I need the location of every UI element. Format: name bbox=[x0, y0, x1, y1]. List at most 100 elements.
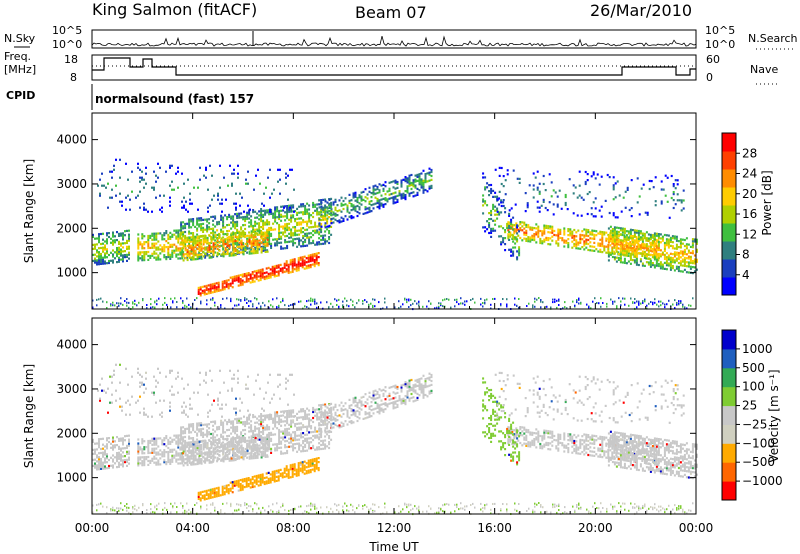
velocity-cell bbox=[137, 438, 140, 441]
power-cell bbox=[163, 244, 166, 247]
power-cell bbox=[492, 227, 495, 230]
power-cell bbox=[358, 208, 361, 211]
power-cell bbox=[108, 235, 110, 239]
power-cell bbox=[211, 285, 214, 288]
power-cell bbox=[304, 240, 307, 243]
power-cell bbox=[512, 228, 515, 231]
power-cell bbox=[252, 238, 255, 241]
power-cell bbox=[506, 222, 509, 226]
power-cell bbox=[695, 242, 698, 245]
power-cell bbox=[298, 233, 301, 236]
power-cell bbox=[523, 223, 526, 226]
power-cell bbox=[670, 174, 673, 178]
power-cell bbox=[278, 223, 281, 227]
power-cell bbox=[569, 228, 572, 231]
power-cell bbox=[316, 306, 318, 309]
velocity-cell bbox=[151, 451, 154, 454]
velocity-cell bbox=[276, 427, 279, 430]
power-cell bbox=[498, 213, 501, 216]
power-cell bbox=[182, 233, 185, 236]
power-cell bbox=[184, 222, 187, 226]
power-cell bbox=[143, 255, 146, 258]
velocity-cell bbox=[200, 460, 203, 463]
power-cell bbox=[642, 300, 644, 303]
power-cell bbox=[248, 217, 251, 220]
power-cell bbox=[324, 234, 327, 237]
power-cell bbox=[270, 210, 273, 213]
power-cell bbox=[336, 204, 339, 207]
power-cell bbox=[292, 206, 295, 209]
power-cell bbox=[92, 259, 94, 262]
velocity-cell bbox=[216, 446, 219, 449]
power-cell bbox=[317, 264, 320, 267]
power-cell bbox=[525, 231, 528, 234]
power-cell bbox=[681, 270, 684, 273]
power-cell bbox=[494, 213, 497, 216]
power-cell bbox=[627, 246, 630, 249]
power-cell bbox=[613, 250, 616, 253]
power-cell bbox=[613, 256, 616, 259]
power-cell bbox=[392, 202, 395, 205]
power-cell bbox=[209, 291, 212, 294]
power-cell bbox=[440, 303, 442, 306]
power-cell bbox=[307, 266, 310, 269]
power-cell bbox=[637, 239, 640, 243]
power-cell bbox=[576, 300, 578, 303]
power-cell bbox=[492, 219, 495, 222]
velocity-cell bbox=[196, 428, 199, 431]
power-cell bbox=[370, 302, 372, 305]
power-cell bbox=[649, 259, 652, 262]
power-cell bbox=[679, 240, 682, 243]
power-cell bbox=[614, 182, 617, 185]
power-cell bbox=[128, 253, 130, 256]
power-cell bbox=[207, 206, 209, 209]
velocity-cell bbox=[163, 449, 166, 452]
power-cell bbox=[500, 182, 503, 186]
power-cell bbox=[264, 211, 267, 214]
power-cell bbox=[238, 238, 241, 241]
velocity-cell bbox=[122, 463, 124, 466]
power-cell bbox=[137, 166, 139, 169]
power-cell bbox=[346, 206, 349, 209]
power-cell bbox=[518, 254, 521, 257]
power-cell bbox=[635, 241, 638, 244]
power-cell bbox=[591, 249, 594, 252]
power-cell bbox=[521, 225, 524, 228]
power-cell bbox=[197, 288, 200, 291]
power-cell bbox=[210, 238, 213, 241]
power-cell bbox=[137, 245, 140, 248]
power-cell bbox=[330, 201, 333, 204]
power-cell bbox=[112, 241, 114, 244]
power-cell bbox=[218, 233, 221, 236]
power-cell bbox=[157, 176, 159, 179]
power-cell bbox=[554, 300, 556, 303]
power-cell bbox=[242, 216, 245, 219]
power-cell bbox=[222, 297, 224, 300]
power-cell bbox=[601, 239, 604, 242]
velocity-cell bbox=[122, 437, 124, 440]
power-cell bbox=[617, 243, 620, 246]
velocity-cell bbox=[198, 456, 201, 459]
power-cell bbox=[392, 200, 395, 203]
power-cell bbox=[644, 211, 647, 214]
power-cell bbox=[194, 252, 197, 255]
velocity-cell bbox=[284, 444, 287, 447]
power-cell bbox=[414, 174, 417, 177]
power-cell bbox=[654, 200, 657, 203]
power-cell bbox=[422, 305, 424, 308]
power-cell bbox=[532, 184, 535, 187]
power-cell bbox=[233, 172, 235, 175]
power-cell bbox=[482, 226, 485, 229]
velocity-cell bbox=[292, 447, 295, 450]
velocity-cell bbox=[258, 415, 261, 418]
power-cell bbox=[249, 275, 252, 278]
velocity-cell bbox=[200, 444, 203, 447]
power-cell bbox=[309, 254, 312, 257]
power-cell bbox=[224, 253, 227, 256]
power-cell bbox=[619, 249, 622, 252]
power-cell bbox=[635, 239, 638, 242]
power-cell bbox=[290, 230, 293, 233]
velocity-cell bbox=[128, 462, 130, 465]
power-cell bbox=[210, 245, 213, 248]
power-cell bbox=[625, 262, 628, 265]
